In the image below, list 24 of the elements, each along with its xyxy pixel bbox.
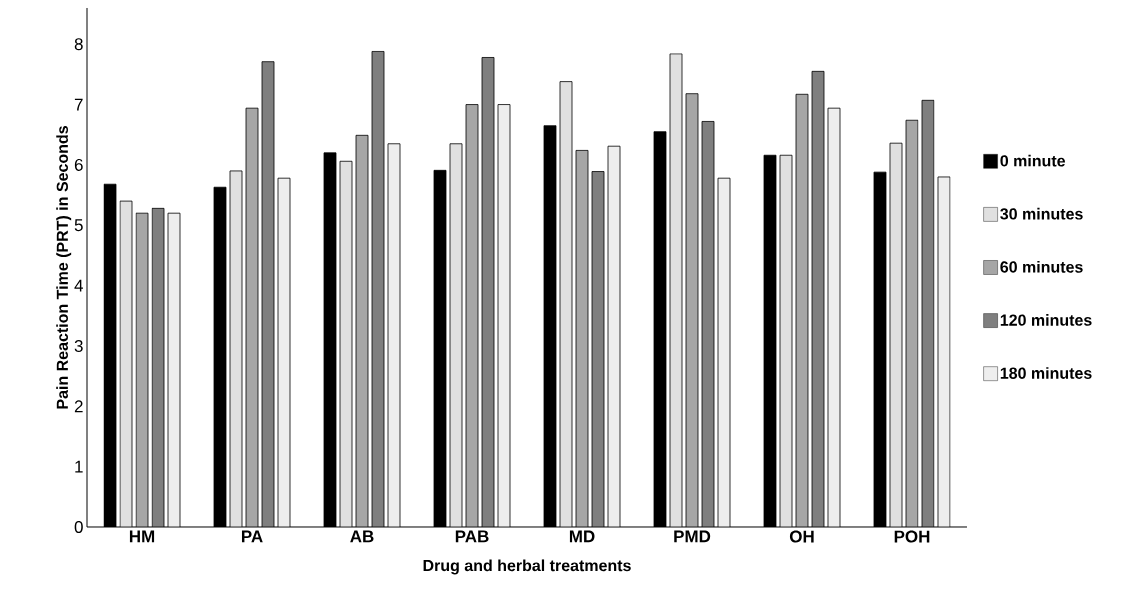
x-tick-label: MD xyxy=(569,530,595,543)
y-tick-label: 7 xyxy=(74,98,83,111)
y-tick-label: 0 xyxy=(74,520,83,534)
y-tick-label: 8 xyxy=(74,38,83,51)
y-tick-label: 5 xyxy=(74,219,83,232)
legend-label: 180 minutes xyxy=(1000,367,1092,379)
y-tick-label: 6 xyxy=(74,158,83,171)
x-tick-label: PAB xyxy=(455,530,489,543)
legend-label: 30 minutes xyxy=(1000,207,1083,220)
x-axis-title: Drug and herbal treatments xyxy=(423,559,631,575)
legend-label: 60 minutes xyxy=(1000,260,1083,273)
x-tick-label: HM xyxy=(129,530,155,543)
y-tick-label: 2 xyxy=(74,400,83,413)
x-tick-label: PMD xyxy=(674,530,711,543)
y-tick-label: 1 xyxy=(75,460,83,473)
x-tick-label: OH xyxy=(789,530,814,543)
x-tick-label: PA xyxy=(241,530,263,543)
y-tick-label: 3 xyxy=(74,339,83,352)
x-tick-label: POH xyxy=(894,530,930,543)
legend-label: 120 minutes xyxy=(1000,314,1092,326)
legend-label: 0 minute xyxy=(1000,154,1066,167)
y-axis-title: Pain Reaction Time (PRT) in Seconds xyxy=(56,126,72,409)
x-tick-label: AB xyxy=(350,530,374,543)
y-tick-label: 4 xyxy=(74,279,83,292)
